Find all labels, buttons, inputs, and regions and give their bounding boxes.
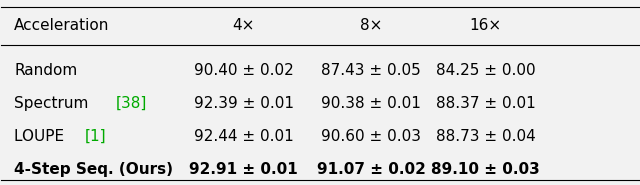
- Text: [1]: [1]: [84, 129, 106, 144]
- Text: 92.44 ± 0.01: 92.44 ± 0.01: [194, 129, 293, 144]
- Text: 84.25 ± 0.00: 84.25 ± 0.00: [436, 63, 536, 78]
- Text: 90.60 ± 0.03: 90.60 ± 0.03: [321, 129, 421, 144]
- Text: Acceleration: Acceleration: [14, 18, 109, 33]
- Text: 92.39 ± 0.01: 92.39 ± 0.01: [193, 96, 294, 111]
- Text: 89.10 ± 0.03: 89.10 ± 0.03: [431, 162, 540, 176]
- Text: 90.40 ± 0.02: 90.40 ± 0.02: [194, 63, 293, 78]
- Text: 88.73 ± 0.04: 88.73 ± 0.04: [436, 129, 536, 144]
- Text: 8×: 8×: [360, 18, 382, 33]
- Text: 90.38 ± 0.01: 90.38 ± 0.01: [321, 96, 421, 111]
- Text: Random: Random: [14, 63, 77, 78]
- Text: 88.37 ± 0.01: 88.37 ± 0.01: [436, 96, 536, 111]
- Text: LOUPE: LOUPE: [14, 129, 69, 144]
- Text: 92.91 ± 0.01: 92.91 ± 0.01: [189, 162, 298, 176]
- Text: 91.07 ± 0.02: 91.07 ± 0.02: [317, 162, 426, 176]
- Text: Spectrum: Spectrum: [14, 96, 93, 111]
- Text: 87.43 ± 0.05: 87.43 ± 0.05: [321, 63, 421, 78]
- Text: [38]: [38]: [116, 96, 147, 111]
- Text: 4-Step Seq. (Ours): 4-Step Seq. (Ours): [14, 162, 173, 176]
- Text: 4×: 4×: [232, 18, 255, 33]
- Text: 16×: 16×: [470, 18, 502, 33]
